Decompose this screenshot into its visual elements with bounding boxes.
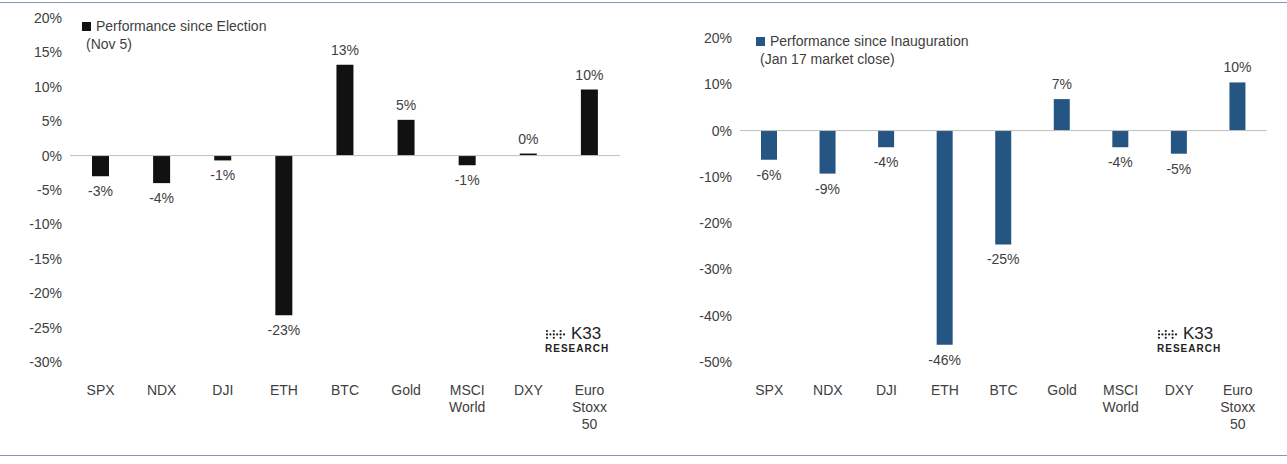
svg-text:Gold: Gold	[391, 382, 421, 398]
svg-text:BTC: BTC	[990, 382, 1018, 398]
svg-text:EuroStoxx50: EuroStoxx50	[1220, 382, 1255, 432]
svg-text:10%: 10%	[575, 67, 603, 83]
svg-text:5%: 5%	[42, 113, 62, 129]
svg-text:-9%: -9%	[815, 181, 840, 197]
svg-text:-4%: -4%	[1108, 154, 1133, 170]
svg-text:20%: 20%	[34, 10, 62, 26]
svg-text:DXY: DXY	[514, 382, 543, 398]
svg-text:SPX: SPX	[755, 382, 784, 398]
html-text:Performance since Election: Performance since Election	[96, 18, 267, 34]
html-text:(Nov 5): (Nov 5)	[86, 36, 132, 52]
svg-text:DXY: DXY	[1165, 382, 1194, 398]
svg-text:-40%: -40%	[699, 308, 732, 324]
svg-text:-10%: -10%	[699, 169, 732, 185]
svg-text:0%: 0%	[42, 148, 62, 164]
svg-text:15%: 15%	[34, 44, 62, 60]
svg-text:-4%: -4%	[149, 190, 174, 206]
svg-text:-50%: -50%	[699, 354, 732, 370]
svg-text:NDX: NDX	[813, 382, 843, 398]
svg-text:20%: 20%	[704, 30, 732, 46]
svg-text:MSCIWorld: MSCIWorld	[449, 382, 485, 415]
svg-text:-10%: -10%	[29, 216, 62, 232]
svg-text:-15%: -15%	[29, 251, 62, 267]
svg-text:7%: 7%	[1052, 76, 1072, 92]
svg-text:-23%: -23%	[267, 322, 300, 338]
svg-text:NDX: NDX	[147, 382, 177, 398]
svg-text:-30%: -30%	[29, 354, 62, 370]
svg-text:EuroStoxx50: EuroStoxx50	[572, 382, 607, 432]
svg-text:-46%: -46%	[928, 352, 961, 368]
html-text:RESEARCH: RESEARCH	[1157, 343, 1222, 354]
svg-text:Gold: Gold	[1047, 382, 1077, 398]
html-text:RESEARCH: RESEARCH	[545, 343, 610, 354]
svg-text:-25%: -25%	[987, 251, 1020, 267]
svg-text:-20%: -20%	[699, 215, 732, 231]
svg-text:ETH: ETH	[270, 382, 298, 398]
svg-text:MSCIWorld: MSCIWorld	[1102, 382, 1138, 415]
svg-text:-5%: -5%	[37, 182, 62, 198]
svg-text:10%: 10%	[704, 76, 732, 92]
svg-text:-25%: -25%	[29, 320, 62, 336]
svg-text:-30%: -30%	[699, 261, 732, 277]
svg-text:ETH: ETH	[931, 382, 959, 398]
html-text:K33: K33	[1183, 324, 1214, 343]
svg-text:DJI: DJI	[212, 382, 233, 398]
svg-text:BTC: BTC	[331, 382, 359, 398]
svg-text:-6%: -6%	[757, 167, 782, 183]
svg-text:-1%: -1%	[455, 172, 480, 188]
svg-text:13%: 13%	[331, 42, 359, 58]
svg-text:0%: 0%	[518, 131, 538, 147]
svg-text:-4%: -4%	[874, 154, 899, 170]
svg-text:-1%: -1%	[210, 167, 235, 183]
svg-text:0%: 0%	[712, 123, 732, 139]
svg-text:10%: 10%	[1223, 59, 1251, 75]
svg-text:-20%: -20%	[29, 285, 62, 301]
svg-text:10%: 10%	[34, 79, 62, 95]
html-text:K33: K33	[571, 324, 602, 343]
svg-text:-3%: -3%	[88, 183, 113, 199]
html-text:(Jan 17 market close): (Jan 17 market close)	[760, 51, 895, 67]
svg-text:5%: 5%	[396, 97, 416, 113]
svg-text:SPX: SPX	[87, 382, 116, 398]
svg-text:DJI: DJI	[876, 382, 897, 398]
html-text:Performance since Inauguration: Performance since Inauguration	[770, 33, 969, 49]
svg-text:-5%: -5%	[1166, 161, 1191, 177]
